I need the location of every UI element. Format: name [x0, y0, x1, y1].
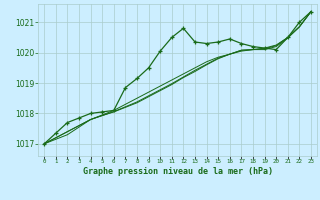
- X-axis label: Graphe pression niveau de la mer (hPa): Graphe pression niveau de la mer (hPa): [83, 167, 273, 176]
